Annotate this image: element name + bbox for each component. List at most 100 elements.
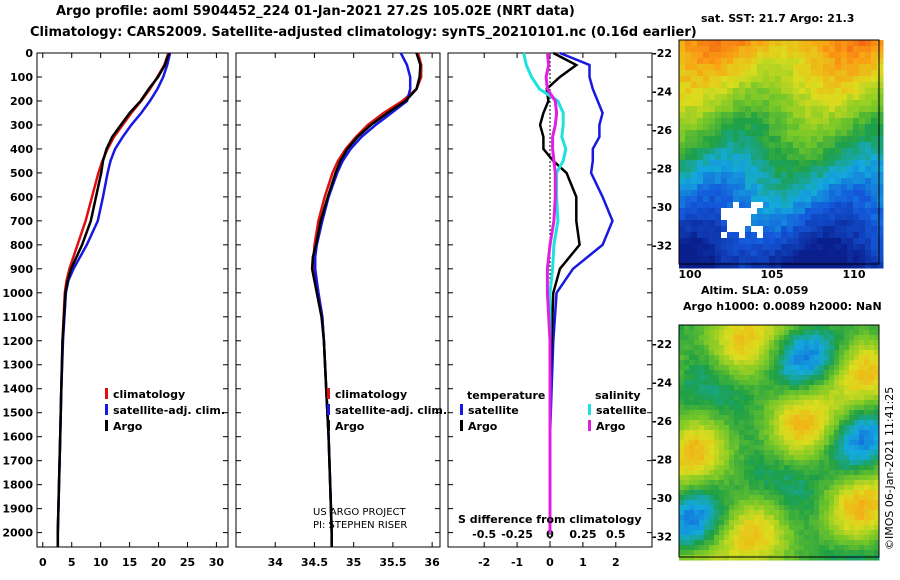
sla-lat-tick-label: -30 bbox=[652, 492, 672, 505]
sla-map-title-line-2: Argo h1000: 0.0089 h2000: NaN bbox=[683, 300, 882, 313]
x-tick-label: 25 bbox=[180, 556, 195, 569]
salinity-diff-tick-label: -0.5 bbox=[472, 528, 496, 541]
sal-diff-argo-line bbox=[544, 52, 559, 533]
sla-map-frame bbox=[678, 324, 880, 558]
depth-tick-label: 200 bbox=[10, 95, 33, 108]
depth-tick-label: 1000 bbox=[2, 287, 33, 300]
depth-tick-label: 1300 bbox=[2, 359, 33, 372]
x-tick-label: 10 bbox=[93, 556, 109, 569]
legend-temp-argo-label: Argo bbox=[468, 420, 498, 433]
x-tick-label: -1 bbox=[511, 556, 523, 569]
difference-panel-title: S difference from climatology bbox=[458, 513, 642, 526]
depth-tick-label: 300 bbox=[10, 119, 33, 132]
sst-lat-tick-label: -22 bbox=[652, 47, 672, 60]
depth-tick-label: 1900 bbox=[2, 503, 33, 516]
legend-satellite-adj-0-label: satellite-adj. clim. bbox=[113, 404, 225, 417]
x-tick-label: 34 bbox=[268, 556, 284, 569]
sla-map bbox=[679, 325, 880, 561]
depth-tick-label: 1600 bbox=[2, 431, 33, 444]
legend-climatology-0-label: climatology bbox=[113, 388, 185, 401]
sla-map-title-line-1: Altim. SLA: 0.059 bbox=[701, 284, 809, 297]
sst-lat-tick-label: -30 bbox=[652, 201, 672, 214]
depth-tick-label: 500 bbox=[10, 167, 33, 180]
sst-lon-tick-label: 100 bbox=[679, 268, 702, 281]
legend-temperature-heading: temperature bbox=[467, 389, 545, 402]
credit-pi: PI: STEPHEN RISER bbox=[313, 520, 408, 531]
legend-argo-0-label: Argo bbox=[113, 420, 143, 433]
temperature-argo-line bbox=[56, 52, 171, 547]
sst-lon-tick-label: 105 bbox=[761, 268, 784, 281]
legend-sal-satellite-swatch bbox=[588, 404, 591, 415]
sst-map-frame bbox=[678, 39, 880, 265]
sst-lat-tick-label: -24 bbox=[652, 86, 672, 99]
title-line-1: Argo profile: aoml 5904452_224 01-Jan-20… bbox=[56, 4, 575, 19]
sla-lat-tick-label: -28 bbox=[652, 454, 672, 467]
legend-satellite-adj-1-swatch bbox=[327, 404, 330, 415]
x-tick-label: 30 bbox=[209, 556, 225, 569]
maps-layer bbox=[678, 39, 884, 561]
legend-argo-0-swatch bbox=[105, 420, 108, 431]
legend-temp-satellite-label: satellite bbox=[468, 404, 519, 417]
depth-tick-label: 1400 bbox=[2, 383, 33, 396]
temp-diff-satellite-line bbox=[548, 51, 614, 533]
depth-tick-label: 800 bbox=[10, 239, 33, 252]
legend-sal-argo-swatch bbox=[588, 420, 591, 431]
sla-lat-tick-label: -26 bbox=[652, 415, 672, 428]
x-tick-label: 35 bbox=[346, 556, 361, 569]
x-tick-label: 36 bbox=[424, 556, 440, 569]
timestamp: ©IMOS 06-Jan-2021 11:41:25 bbox=[883, 386, 896, 550]
sst-lon-tick-label: 110 bbox=[843, 268, 866, 281]
depth-tick-label: 1800 bbox=[2, 479, 33, 492]
legend-climatology-1-label: climatology bbox=[335, 388, 407, 401]
sla-lat-tick-label: -22 bbox=[652, 338, 672, 351]
x-tick-label: 15 bbox=[122, 556, 137, 569]
depth-tick-label: 700 bbox=[10, 215, 33, 228]
x-tick-label: 35.5 bbox=[379, 556, 406, 569]
salinity-argo-line bbox=[310, 52, 422, 547]
depth-tick-label: 1700 bbox=[2, 455, 33, 468]
legend-layer: climatology satellite-adj. clim. Argo clima… bbox=[105, 388, 647, 433]
depth-tick-label: 600 bbox=[10, 191, 33, 204]
x-tick-label: 5 bbox=[68, 556, 76, 569]
legend-satellite-adj-1-label: satellite-adj. clim. bbox=[335, 404, 447, 417]
x-tick-label: 34.5 bbox=[301, 556, 328, 569]
x-tick-label: 0 bbox=[546, 556, 554, 569]
sla-lat-tick-label: -32 bbox=[652, 531, 672, 544]
sst-map-title: sat. SST: 21.7 Argo: 21.3 bbox=[701, 12, 855, 25]
depth-tick-label: 0 bbox=[25, 47, 33, 60]
depth-tick-label: 400 bbox=[10, 143, 33, 156]
sst-lat-tick-label: -28 bbox=[652, 163, 672, 176]
credit-project: US ARGO PROJECT bbox=[313, 507, 406, 518]
legend-satellite-adj-0-swatch bbox=[105, 404, 108, 415]
legend-sal-satellite-label: satellite bbox=[596, 404, 647, 417]
depth-tick-label: 1500 bbox=[2, 407, 33, 420]
sst-map bbox=[679, 40, 884, 269]
depth-tick-label: 1200 bbox=[2, 335, 33, 348]
legend-sal-argo-label: Argo bbox=[596, 420, 626, 433]
x-tick-label: 20 bbox=[151, 556, 167, 569]
depth-tick-label: 1100 bbox=[2, 311, 33, 324]
legend-climatology-1-swatch bbox=[327, 388, 330, 399]
sst-lat-tick-label: -26 bbox=[652, 124, 672, 137]
salinity-diff-tick-label: -0.25 bbox=[501, 528, 533, 541]
x-tick-label: -2 bbox=[478, 556, 490, 569]
x-tick-label: 2 bbox=[612, 556, 620, 569]
panel-frame-1 bbox=[235, 52, 441, 548]
depth-tick-label: 100 bbox=[10, 71, 33, 84]
salinity-diff-tick-label: 0.5 bbox=[606, 528, 626, 541]
legend-temp-satellite-swatch bbox=[460, 404, 463, 415]
depth-tick-label: 2000 bbox=[2, 527, 33, 540]
legend-argo-1-swatch bbox=[327, 420, 330, 431]
lines-layer bbox=[56, 51, 614, 547]
x-tick-label: 0 bbox=[39, 556, 47, 569]
panel-frame-0 bbox=[36, 52, 229, 548]
x-tick-label: 1 bbox=[579, 556, 587, 569]
legend-temp-argo-swatch bbox=[460, 420, 463, 431]
sla-lat-tick-label: -24 bbox=[652, 377, 672, 390]
legend-salinity-heading: salinity bbox=[595, 389, 641, 402]
legend-argo-1-label: Argo bbox=[335, 420, 365, 433]
salinity-diff-tick-label: 0.25 bbox=[569, 528, 596, 541]
sst-lat-tick-label: -32 bbox=[652, 240, 672, 253]
depth-tick-label: 900 bbox=[10, 263, 33, 276]
